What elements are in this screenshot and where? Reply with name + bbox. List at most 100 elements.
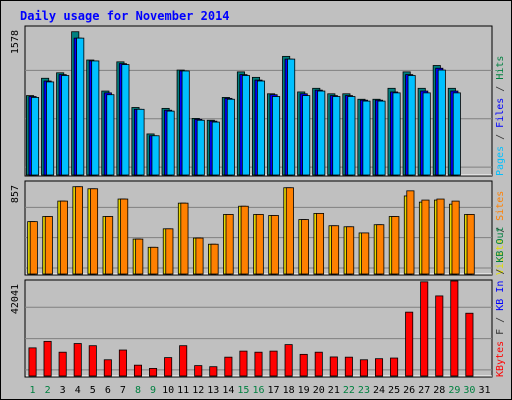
series-legend-top: Pages / Files / Hits	[495, 56, 506, 176]
x-tick-label: 1	[30, 385, 36, 396]
bar-sites-day-10	[165, 228, 174, 275]
x-tick-label: 10	[162, 385, 174, 396]
bar-kbytes-f-day-23	[359, 359, 368, 377]
bar-pages-day-18	[287, 58, 296, 176]
bar-sites-day-25	[391, 216, 400, 275]
bar-sites-day-27	[421, 199, 430, 275]
x-tick-label: 20	[313, 385, 325, 396]
bar-sites-day-12	[195, 237, 204, 275]
bar-kbytes-f-day-5	[88, 345, 97, 377]
bar-sites-day-9	[150, 246, 159, 275]
bar-kbytes-f-day-26	[405, 311, 414, 377]
series-legend-label: /	[495, 128, 506, 146]
bar-pages-day-1	[31, 97, 40, 176]
x-tick-label: 26	[403, 385, 415, 396]
bar-pages-day-27	[422, 92, 431, 176]
x-tick-label: 24	[373, 385, 385, 396]
bar-sites-day-11	[180, 202, 189, 275]
bar-pages-day-22	[347, 96, 356, 176]
bar-pages-day-15	[241, 75, 250, 176]
x-tick-label: 14	[222, 385, 234, 396]
x-tick-label: 15	[237, 385, 249, 396]
bar-pages-day-3	[61, 75, 70, 176]
bar-kbytes-f-day-30	[465, 312, 474, 377]
bar-pages-day-14	[226, 98, 235, 176]
bar-kbytes-f-day-2	[43, 340, 52, 377]
bar-kbytes-f-day-11	[179, 345, 188, 377]
x-tick-label: 7	[120, 385, 126, 396]
bar-sites-day-15	[240, 205, 249, 275]
x-tick-label: 8	[135, 385, 141, 396]
bar-pages-day-5	[91, 60, 100, 176]
bar-kbytes-f-day-3	[58, 351, 67, 377]
bar-sites-day-14	[225, 214, 234, 275]
bar-kbytes-f-day-4	[73, 343, 82, 377]
x-tick-label: 22	[343, 385, 355, 396]
bar-pages-day-17	[272, 96, 281, 176]
bar-sites-day-19	[300, 219, 309, 275]
bar-kbytes-f-day-1	[28, 347, 37, 377]
bar-kbytes-f-day-15	[239, 350, 248, 377]
series-legend-label: Files	[495, 98, 506, 128]
bar-pages-day-2	[46, 81, 55, 176]
x-tick-label: 13	[207, 385, 219, 396]
bar-kbytes-f-day-21	[329, 356, 338, 377]
x-tick-label: 27	[418, 385, 430, 396]
series-legend-label: /	[495, 80, 506, 98]
x-tick-label: 12	[192, 385, 204, 396]
bar-sites-day-4	[74, 186, 83, 275]
series-legend-label: KB In	[495, 281, 506, 311]
y-max-label-mid: 857	[10, 185, 21, 203]
series-legend-label: Pages	[495, 146, 506, 176]
x-tick-label: 16	[252, 385, 264, 396]
bar-kbytes-f-day-13	[209, 366, 218, 377]
series-legend-label: F /	[495, 311, 506, 341]
bar-kbytes-f-day-19	[299, 353, 308, 377]
bar-kbytes-f-day-7	[118, 349, 127, 377]
bar-kbytes-f-day-9	[149, 368, 158, 377]
bar-pages-day-6	[106, 94, 115, 176]
x-tick-label: 9	[150, 385, 156, 396]
bar-pages-day-23	[362, 100, 371, 176]
bar-sites-day-20	[315, 213, 325, 275]
bar-sites-day-26	[406, 190, 415, 275]
bar-sites-day-7	[120, 198, 129, 275]
bar-sites-day-8	[135, 238, 144, 275]
series-legend-label: /	[495, 263, 506, 281]
bar-sites-day-18	[285, 187, 294, 275]
y-max-label-top: 1578	[10, 30, 21, 54]
bar-sites-day-24	[376, 224, 385, 275]
bar-sites-day-5	[90, 188, 99, 275]
bar-pages-day-10	[166, 110, 175, 176]
series-legend-label: KBytes	[495, 341, 506, 377]
bar-kbytes-f-day-20	[314, 351, 323, 377]
bar-kbytes-f-day-29	[450, 280, 459, 377]
bar-kbytes-f-day-6	[103, 359, 112, 377]
series-legend-label: /	[495, 221, 506, 239]
bar-pages-day-16	[256, 80, 266, 176]
bar-sites-day-22	[346, 226, 355, 275]
series-legend-label: Sites	[495, 191, 506, 221]
x-tick-label: 21	[328, 385, 340, 396]
bar-kbytes-f-day-14	[224, 356, 233, 377]
x-tick-label: 17	[268, 385, 280, 396]
bar-sites-day-29	[451, 200, 460, 275]
bar-sites-day-3	[59, 200, 68, 275]
x-tick-label: 19	[298, 385, 310, 396]
x-tick-label: 25	[388, 385, 400, 396]
bar-kbytes-f-day-27	[420, 281, 429, 377]
bar-pages-day-19	[302, 95, 311, 176]
y-max-label-bot: 42041	[10, 284, 21, 314]
bar-pages-day-4	[76, 37, 85, 176]
x-tick-label: 5	[90, 385, 96, 396]
series-legend-label: Hits	[495, 56, 506, 80]
bar-pages-day-20	[317, 90, 326, 176]
bar-pages-day-8	[136, 108, 145, 176]
bar-sites-day-2	[44, 216, 53, 275]
bar-pages-day-11	[181, 70, 190, 176]
bar-pages-day-12	[196, 119, 205, 176]
bar-pages-day-25	[392, 92, 401, 176]
chart-title: Daily usage for November 2014	[20, 9, 230, 23]
bar-pages-day-26	[407, 75, 416, 176]
